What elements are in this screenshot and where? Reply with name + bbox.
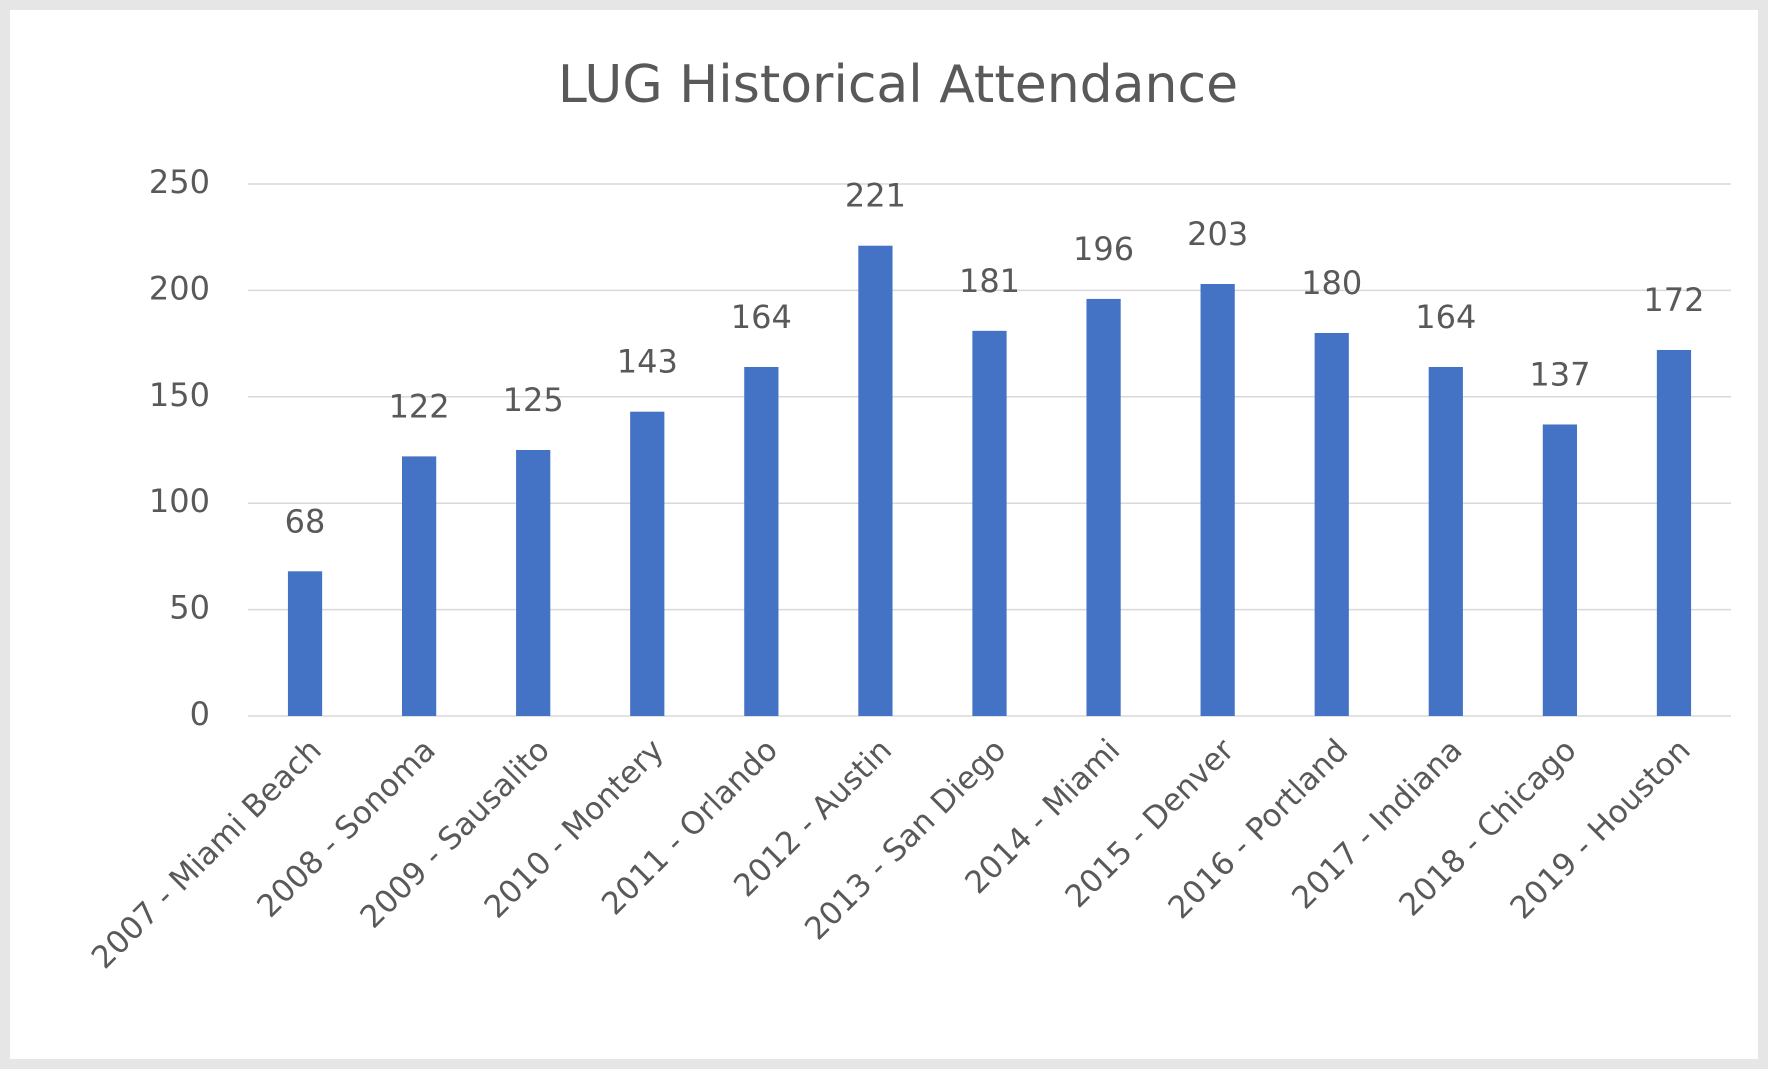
data-label: 137 — [1529, 355, 1590, 393]
data-label: 125 — [503, 381, 564, 419]
data-label: 68 — [285, 502, 326, 540]
data-label: 122 — [389, 387, 450, 425]
bar — [1314, 332, 1349, 716]
chart-title: LUG Historical Attendance — [558, 55, 1238, 115]
data-label: 221 — [845, 177, 906, 215]
bar — [1542, 424, 1577, 716]
y-tick-label: 50 — [169, 589, 210, 627]
bar — [744, 367, 779, 716]
bar — [287, 571, 323, 716]
data-label: 196 — [1073, 230, 1134, 268]
bar — [1200, 284, 1235, 716]
data-label: 172 — [1643, 281, 1704, 319]
bar — [1656, 349, 1692, 716]
data-label: 164 — [1415, 298, 1476, 336]
bar — [516, 450, 551, 716]
bar — [1086, 298, 1121, 716]
data-label: 143 — [617, 343, 678, 381]
bar — [858, 245, 893, 716]
bar — [1428, 367, 1463, 716]
bar — [402, 456, 437, 716]
bar — [630, 411, 665, 716]
data-label: 180 — [1301, 264, 1362, 302]
bar — [972, 330, 1007, 716]
data-label: 181 — [959, 262, 1020, 300]
data-label: 203 — [1187, 215, 1248, 253]
y-tick-label: 150 — [149, 376, 210, 414]
y-tick-label: 0 — [190, 695, 210, 733]
y-tick-label: 250 — [149, 163, 210, 201]
data-label: 164 — [731, 298, 792, 336]
y-tick-label: 100 — [149, 482, 210, 520]
y-tick-label: 200 — [149, 269, 210, 307]
